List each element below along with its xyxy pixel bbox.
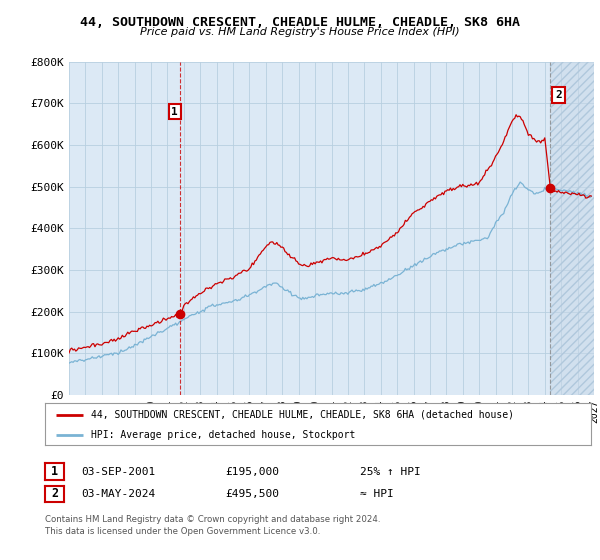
Text: 25% ↑ HPI: 25% ↑ HPI xyxy=(360,466,421,477)
Text: 44, SOUTHDOWN CRESCENT, CHEADLE HULME, CHEADLE, SK8 6HA: 44, SOUTHDOWN CRESCENT, CHEADLE HULME, C… xyxy=(80,16,520,29)
Text: Contains HM Land Registry data © Crown copyright and database right 2024.: Contains HM Land Registry data © Crown c… xyxy=(45,515,380,524)
Text: 1: 1 xyxy=(51,465,58,478)
Text: 2: 2 xyxy=(555,90,562,100)
Text: Price paid vs. HM Land Registry's House Price Index (HPI): Price paid vs. HM Land Registry's House … xyxy=(140,27,460,37)
Text: 03-SEP-2001: 03-SEP-2001 xyxy=(81,466,155,477)
Text: HPI: Average price, detached house, Stockport: HPI: Average price, detached house, Stoc… xyxy=(91,430,356,440)
Text: This data is licensed under the Open Government Licence v3.0.: This data is licensed under the Open Gov… xyxy=(45,528,320,536)
Text: £495,500: £495,500 xyxy=(225,489,279,499)
Text: 1: 1 xyxy=(172,106,178,116)
Text: £195,000: £195,000 xyxy=(225,466,279,477)
Polygon shape xyxy=(550,62,594,395)
Text: ≈ HPI: ≈ HPI xyxy=(360,489,394,499)
Text: 03-MAY-2024: 03-MAY-2024 xyxy=(81,489,155,499)
Text: 44, SOUTHDOWN CRESCENT, CHEADLE HULME, CHEADLE, SK8 6HA (detached house): 44, SOUTHDOWN CRESCENT, CHEADLE HULME, C… xyxy=(91,410,514,420)
Text: 2: 2 xyxy=(51,487,58,501)
